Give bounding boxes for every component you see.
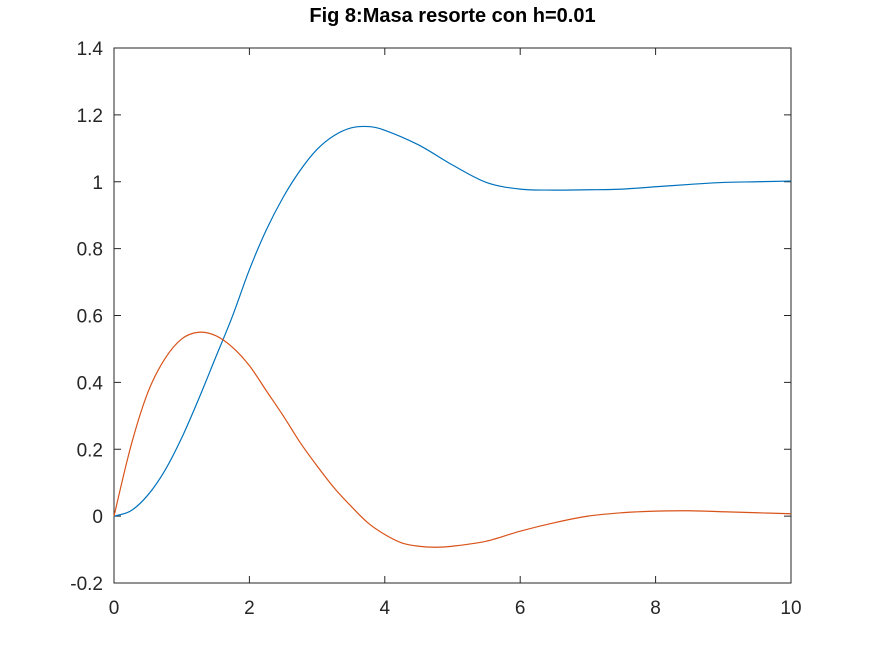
y-tick-label: 1 <box>92 173 103 194</box>
series-lines <box>113 125 792 548</box>
x-tick-label: 0 <box>109 598 120 619</box>
series-line-1 <box>113 125 792 517</box>
y-tick-label: 0.2 <box>77 440 103 461</box>
x-tick-label: 6 <box>515 598 526 619</box>
axis-ticks <box>113 47 792 584</box>
x-tick-label: 4 <box>380 598 391 619</box>
series-line-2 <box>113 331 792 548</box>
chart-title: Fig 8:Masa resorte con h=0.01 <box>309 5 595 27</box>
y-tick-label: 1.4 <box>77 39 104 60</box>
y-axis-tick-labels: -0.2 0 0.2 0.4 0.6 0.8 1 1.2 1.4 <box>70 39 103 595</box>
x-tick-label: 10 <box>780 598 801 619</box>
x-tick-label: 8 <box>650 598 661 619</box>
plot-area-frame <box>113 47 792 584</box>
y-tick-label: 1.2 <box>77 106 103 127</box>
y-tick-label: 0.6 <box>77 307 103 328</box>
y-tick-label: 0 <box>92 507 103 528</box>
y-tick-label: 0.4 <box>77 373 104 394</box>
y-tick-label: -0.2 <box>70 574 103 595</box>
x-axis-tick-labels: 0 2 4 6 8 10 <box>109 598 802 619</box>
x-tick-label: 2 <box>244 598 255 619</box>
y-tick-label: 0.8 <box>77 240 103 261</box>
